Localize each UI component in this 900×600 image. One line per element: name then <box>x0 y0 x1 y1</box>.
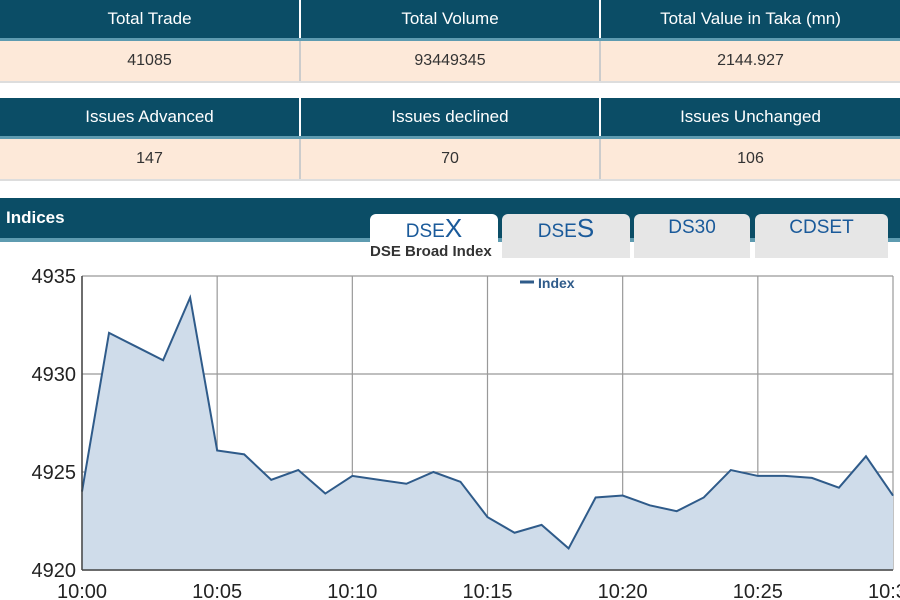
header-total-trade: Total Trade <box>0 0 301 41</box>
data-point <box>703 496 705 498</box>
legend-label: Index <box>538 275 575 291</box>
x-tick-label: 10:10 <box>327 581 377 600</box>
y-tick-label: 4920 <box>32 560 77 582</box>
chart-title: DSE Broad Index <box>370 243 492 260</box>
tab-dsex[interactable]: DSEX <box>370 214 498 258</box>
tab-dses-suffix: S <box>576 213 595 243</box>
data-point <box>270 479 272 481</box>
x-tick-label: 10:25 <box>733 581 783 600</box>
data-point <box>541 524 543 526</box>
data-point <box>649 504 651 506</box>
data-point <box>514 532 516 534</box>
data-point <box>865 455 867 457</box>
data-point <box>351 475 353 477</box>
value-issues-declined: 70 <box>300 137 601 181</box>
data-point <box>324 493 326 495</box>
tab-dses[interactable]: DSES <box>502 214 630 258</box>
value-total-trade: 41085 <box>0 39 301 83</box>
value-issues-advanced: 147 <box>0 137 301 181</box>
data-point <box>730 469 732 471</box>
data-point <box>189 297 191 299</box>
tab-dsex-suffix: X <box>444 213 463 243</box>
trade-summary-table: Total Trade Total Volume Total Value in Ta… <box>0 0 900 83</box>
indices-title: Indices <box>6 208 65 227</box>
tab-cdset[interactable]: CDSET <box>755 214 888 258</box>
tab-dsex-prefix: DSE <box>405 221 445 242</box>
value-total-value: 2144.927 <box>600 39 900 83</box>
data-point <box>459 481 461 483</box>
data-point <box>216 449 218 451</box>
x-tick-label: 10:05 <box>192 581 242 600</box>
data-point <box>405 483 407 485</box>
data-point <box>784 475 786 477</box>
data-point <box>162 359 164 361</box>
x-tick-label: 10:15 <box>462 581 512 600</box>
y-tick-label: 4930 <box>32 364 77 386</box>
data-point <box>595 496 597 498</box>
header-total-volume: Total Volume <box>300 0 601 41</box>
x-tick-label: 10:20 <box>598 581 648 600</box>
value-issues-unchanged: 106 <box>600 137 900 181</box>
header-issues-declined: Issues declined <box>300 98 601 139</box>
data-point <box>378 479 380 481</box>
tab-dses-prefix: DSE <box>537 221 577 242</box>
data-point <box>757 475 759 477</box>
x-tick-label: 10:30 <box>868 581 900 600</box>
data-point <box>811 477 813 479</box>
x-tick-label: 10:00 <box>57 581 107 600</box>
data-point <box>108 332 110 334</box>
data-point <box>243 453 245 455</box>
data-point <box>487 516 488 518</box>
data-point <box>676 510 678 512</box>
header-issues-advanced: Issues Advanced <box>0 98 301 139</box>
data-point <box>297 469 299 471</box>
data-point <box>432 471 434 473</box>
index-area <box>82 297 893 570</box>
header-total-value: Total Value in Taka (mn) <box>600 0 900 41</box>
data-point <box>622 495 624 497</box>
y-tick-label: 4925 <box>32 462 77 484</box>
value-total-volume: 93449345 <box>300 39 601 83</box>
data-point <box>568 547 570 549</box>
y-tick-label: 4935 <box>32 266 77 288</box>
issues-summary-table: Issues Advanced Issues declined Issues Unc… <box>0 98 900 181</box>
data-point <box>838 487 840 489</box>
tab-ds30[interactable]: DS30 <box>634 214 750 258</box>
data-point <box>892 495 894 497</box>
data-point <box>135 346 137 348</box>
header-issues-unchanged: Issues Unchanged <box>600 98 900 139</box>
